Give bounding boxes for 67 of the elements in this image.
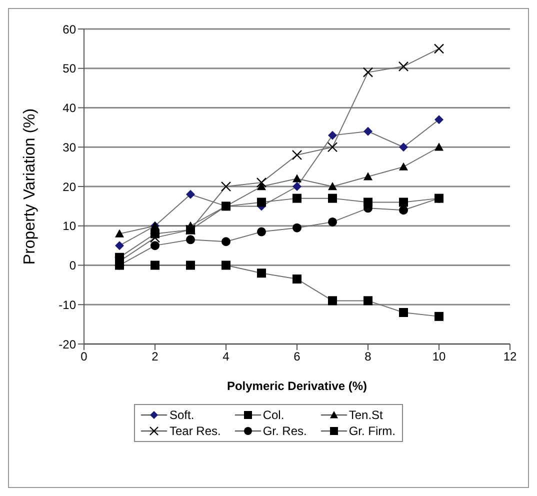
- point: [292, 182, 302, 191]
- point: [186, 190, 195, 199]
- legend-label: Gr. Res.: [262, 424, 307, 438]
- point: [399, 142, 408, 152]
- point: [327, 142, 338, 152]
- point: [292, 194, 302, 203]
- point: [328, 296, 337, 306]
- legend-label: Gr. Firm.: [348, 424, 396, 438]
- point: [186, 260, 195, 270]
- point: [364, 126, 372, 136]
- point: [328, 217, 337, 226]
- point: [292, 274, 302, 284]
- point: [292, 174, 302, 182]
- point: [434, 44, 444, 54]
- point: [115, 241, 124, 250]
- y-tick-label: 60: [62, 22, 76, 36]
- point: [257, 227, 266, 236]
- legend-label: Soft.: [169, 408, 194, 422]
- legend-label: Ten.St: [348, 408, 383, 422]
- y-tick-label: 30: [62, 140, 76, 154]
- point: [362, 67, 374, 78]
- legend-label: Tear Res.: [169, 424, 221, 438]
- x-tick-label: 0: [80, 350, 88, 364]
- point: [114, 256, 125, 266]
- y-tick-label: 40: [62, 101, 76, 116]
- point: [115, 260, 124, 270]
- x-tick-label: 8: [364, 350, 372, 364]
- point: [399, 206, 408, 215]
- y-tick-label: 0: [69, 258, 76, 273]
- point: [292, 223, 302, 232]
- point: [292, 150, 302, 160]
- point: [434, 312, 444, 321]
- x-tick-label: 10: [432, 350, 446, 364]
- point: [328, 130, 337, 140]
- x-tick-label: 12: [503, 350, 517, 364]
- legend-label: Col.: [262, 408, 284, 422]
- x-tick-label: 6: [294, 350, 301, 364]
- point: [364, 172, 372, 180]
- point: [186, 235, 195, 244]
- x-tick-label: 2: [152, 350, 159, 364]
- point: [328, 194, 337, 203]
- x-tick-label: 4: [222, 350, 230, 364]
- y-tick-label: 20: [62, 180, 76, 194]
- y-tick-label: -20: [58, 337, 76, 352]
- point: [150, 260, 160, 270]
- point: [399, 198, 408, 207]
- point: [398, 61, 409, 72]
- point: [399, 308, 408, 317]
- y-tick-label: -10: [58, 298, 76, 312]
- point: [257, 198, 266, 207]
- y-tick-label: 50: [62, 62, 76, 76]
- point: [257, 268, 266, 278]
- point: [220, 181, 232, 192]
- point: [150, 232, 160, 243]
- x-axis-title: Polymeric Derivative (%): [226, 379, 368, 393]
- point: [434, 115, 444, 124]
- point: [364, 296, 372, 306]
- point: [328, 182, 337, 190]
- point: [256, 177, 267, 188]
- point: [222, 237, 230, 246]
- point: [150, 241, 160, 250]
- y-axis-title: Property Variation (%): [22, 108, 39, 265]
- point: [115, 229, 124, 238]
- point: [434, 142, 444, 151]
- point: [222, 260, 230, 270]
- point: [399, 162, 408, 170]
- y-tick-label: 10: [62, 219, 76, 234]
